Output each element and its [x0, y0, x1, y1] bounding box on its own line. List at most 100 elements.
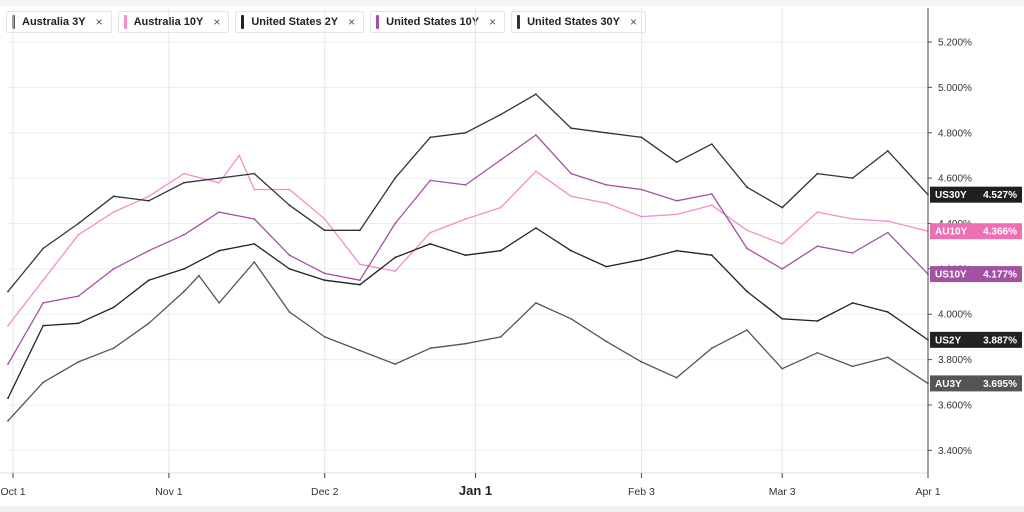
legend-chip-united-states-10y[interactable]: United States 10Y × — [370, 11, 506, 33]
x-tick-label: Apr 1 — [915, 486, 940, 498]
data-point-australia-10y — [147, 195, 150, 198]
data-point-australia-3y — [640, 361, 643, 363]
data-point-united-states-10y — [746, 247, 748, 250]
data-point-united-states-2y — [570, 249, 572, 252]
tag-last-value: 3.695% — [983, 379, 1017, 390]
data-point-united-states-30y — [851, 177, 854, 180]
data-point-australia-10y — [77, 233, 80, 236]
tag-last-value: 3.887% — [983, 335, 1017, 346]
data-point-australia-3y — [218, 302, 221, 304]
data-point-united-states-2y — [7, 397, 9, 399]
tag-last-value: 4.366% — [983, 227, 1017, 238]
data-point-united-states-10y — [394, 222, 396, 225]
data-point-australia-10y — [288, 188, 291, 191]
data-point-australia-10y — [851, 218, 854, 220]
data-point-united-states-30y — [218, 177, 221, 180]
y-axis: 3.400%3.600%3.800%4.000%4.200%4.400%4.60… — [927, 8, 972, 473]
data-point-australia-10y — [781, 243, 784, 245]
data-point-australia-3y — [7, 419, 9, 422]
legend-label: United States 10Y — [386, 16, 480, 28]
data-point-united-states-2y — [218, 249, 221, 252]
remove-series-icon[interactable]: × — [95, 15, 103, 29]
remove-series-icon[interactable]: × — [630, 15, 638, 29]
x-tick-label: Dec 2 — [311, 486, 339, 498]
data-point-united-states-30y — [147, 199, 150, 202]
data-point-united-states-10y — [429, 179, 432, 182]
y-tick-label: 4.000% — [938, 310, 972, 321]
data-point-united-states-30y — [288, 204, 291, 207]
y-tick-label: 3.400% — [938, 446, 972, 457]
data-point-united-states-30y — [359, 229, 361, 232]
data-point-united-states-2y — [112, 306, 115, 309]
data-point-australia-10y — [429, 231, 432, 234]
legend-label: United States 2Y — [251, 16, 339, 28]
tag-series-code: US30Y — [935, 190, 967, 201]
data-point-australia-3y — [323, 336, 326, 338]
series-line-united-states-2y — [7, 227, 929, 399]
y-tick-label: 3.600% — [938, 400, 972, 411]
data-point-united-states-10y — [781, 268, 784, 270]
data-point-australia-10y — [570, 195, 572, 198]
x-tick-label: Jan 1 — [459, 483, 492, 498]
data-point-united-states-10y — [359, 279, 361, 282]
data-point-united-states-30y — [253, 172, 256, 175]
data-point-australia-10y — [535, 170, 537, 173]
data-point-united-states-10y — [7, 363, 9, 365]
data-point-australia-10y — [710, 204, 713, 207]
data-point-united-states-10y — [640, 188, 643, 191]
data-point-united-states-2y — [253, 243, 256, 245]
data-point-australia-3y — [746, 329, 748, 331]
data-point-australia-3y — [112, 347, 115, 350]
data-point-united-states-30y — [112, 195, 115, 198]
remove-series-icon[interactable]: × — [213, 15, 221, 29]
legend-color-swatch — [241, 15, 245, 29]
data-point-united-states-2y — [605, 265, 608, 268]
data-point-united-states-30y — [570, 127, 572, 130]
remove-series-icon[interactable]: × — [348, 15, 356, 29]
tag-series-code: AU3Y — [935, 379, 962, 390]
data-point-united-states-2y — [359, 283, 361, 286]
legend-label: United States 30Y — [527, 16, 621, 28]
data-point-australia-3y — [147, 322, 150, 325]
remove-series-icon[interactable]: × — [489, 15, 497, 29]
data-point-united-states-10y — [77, 295, 80, 297]
data-point-australia-3y — [499, 336, 502, 338]
data-point-united-states-30y — [183, 181, 185, 184]
legend-chip-australia-3y[interactable]: Australia 3Y × — [6, 11, 112, 33]
y-tick-label: 3.800% — [938, 355, 972, 366]
data-point-australia-3y — [253, 261, 256, 263]
legend-color-swatch — [376, 15, 380, 29]
legend-chip-united-states-2y[interactable]: United States 2Y × — [235, 11, 365, 33]
data-point-australia-10y — [675, 213, 678, 216]
data-point-australia-3y — [183, 290, 185, 293]
data-point-united-states-2y — [781, 317, 784, 320]
tag-series-code: US10Y — [935, 270, 967, 281]
data-point-united-states-2y — [816, 320, 819, 322]
series-line-australia-10y — [7, 154, 929, 327]
tag-background — [930, 375, 1022, 392]
data-point-united-states-10y — [112, 268, 115, 270]
data-point-australia-10y — [605, 202, 608, 205]
data-point-australia-10y — [42, 279, 45, 282]
data-point-united-states-10y — [147, 249, 150, 252]
series-line-australia-3y — [7, 261, 929, 422]
data-point-united-states-10y — [253, 218, 256, 220]
data-point-australia-3y — [605, 340, 608, 343]
data-point-united-states-2y — [429, 243, 432, 245]
data-point-united-states-30y — [816, 172, 819, 175]
data-point-united-states-2y — [675, 249, 678, 252]
legend-chip-australia-10y[interactable]: Australia 10Y × — [117, 11, 230, 33]
data-point-australia-3y — [570, 317, 572, 320]
data-point-united-states-10y — [851, 252, 854, 254]
legend-chip-united-states-30y[interactable]: United States 30Y × — [511, 11, 647, 33]
data-point-united-states-30y — [640, 136, 643, 139]
grid — [0, 8, 929, 474]
y-tick-label: 5.200% — [938, 38, 972, 49]
data-point-australia-10y — [253, 188, 256, 191]
data-point-united-states-2y — [746, 290, 748, 293]
series-lines — [7, 93, 929, 422]
data-point-united-states-30y — [42, 247, 45, 250]
series-line-united-states-10y — [7, 134, 929, 365]
tag-background — [930, 223, 1022, 240]
